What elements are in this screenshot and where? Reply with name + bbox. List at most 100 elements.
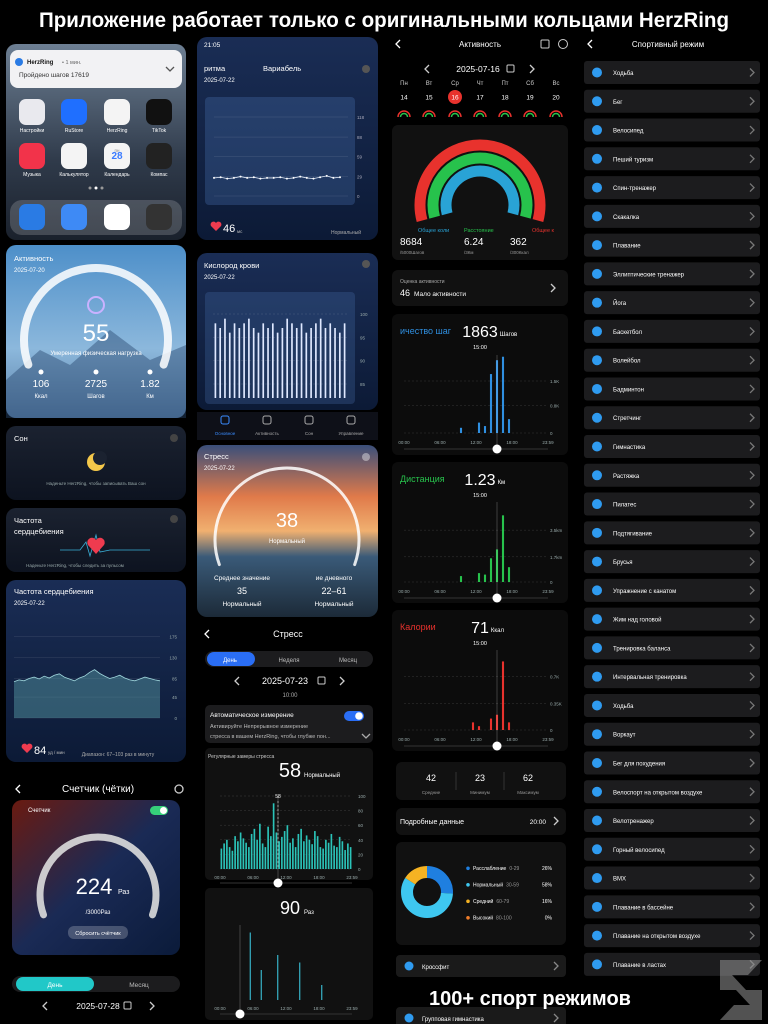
label: BMX <box>613 877 626 883</box>
bar <box>257 332 260 398</box>
mini-ring <box>397 110 411 118</box>
sport-item[interactable] <box>584 262 760 286</box>
selected-day <box>448 90 462 104</box>
label: Музыка <box>23 172 41 178</box>
sport-icon <box>592 297 602 308</box>
hrv-point <box>219 176 222 179</box>
sport-item[interactable] <box>584 435 760 459</box>
x-tick-label: 18:00 <box>313 875 325 880</box>
sport-item[interactable] <box>584 636 760 660</box>
bar <box>344 850 346 869</box>
label: Скакалка <box>613 215 640 221</box>
label: Брусья <box>613 560 633 566</box>
label: Нормальный <box>222 600 261 608</box>
sport-item[interactable] <box>584 348 760 372</box>
label: Нормальный <box>314 600 353 608</box>
sport-item[interactable] <box>584 809 760 833</box>
bar <box>253 828 256 869</box>
sport-item[interactable] <box>584 118 760 142</box>
sport-item[interactable] <box>584 463 760 487</box>
legend-range: 80-100 <box>496 916 512 922</box>
chevron <box>749 614 755 624</box>
sport-item[interactable] <box>584 319 760 343</box>
sport-icon <box>592 355 602 366</box>
sport-item[interactable] <box>584 780 760 804</box>
chevron-icon <box>362 260 370 268</box>
bar <box>501 661 505 730</box>
label: 38 <box>276 510 298 532</box>
sport-item[interactable] <box>584 952 760 976</box>
sport-icon <box>592 383 602 394</box>
app-icon <box>19 143 45 169</box>
y-tick-label: 3.5km <box>550 528 563 533</box>
sport-item[interactable] <box>584 61 760 84</box>
slider-handle <box>273 878 283 888</box>
sport-item[interactable] <box>584 578 760 602</box>
reset-button[interactable] <box>68 926 128 939</box>
sport-item[interactable] <box>584 895 760 919</box>
label: Календарь <box>104 172 130 178</box>
x-tick-label: 00:00 <box>214 1006 226 1011</box>
sport-item[interactable] <box>584 665 760 689</box>
sport-item[interactable] <box>584 204 760 228</box>
label: Ккал <box>491 628 505 634</box>
bar <box>495 714 499 730</box>
app-icon <box>104 99 130 125</box>
hrv-point <box>292 176 295 179</box>
label: 58 <box>279 760 301 782</box>
chevron <box>149 1001 155 1011</box>
label: Км <box>498 480 506 486</box>
sport-item[interactable] <box>584 722 760 746</box>
label: Настройки <box>20 127 45 134</box>
sport-item[interactable] <box>584 291 760 315</box>
sport-item[interactable] <box>584 751 760 775</box>
sport-item[interactable] <box>584 89 760 113</box>
label: Сбросить счётчик <box>75 931 121 937</box>
chevron <box>749 326 755 336</box>
y-tick-label: 0.35K <box>550 701 562 706</box>
bar <box>281 836 283 869</box>
sport-item[interactable] <box>584 924 760 948</box>
sport-item[interactable] <box>584 521 760 545</box>
label: /3Км <box>464 250 473 255</box>
calories-card <box>392 610 568 751</box>
sport-icon <box>592 470 602 481</box>
sport-item[interactable] <box>584 550 760 574</box>
day: 19 <box>526 95 534 102</box>
y-tick-label: 95 <box>360 335 366 340</box>
tab-active <box>16 977 94 991</box>
bar <box>459 427 463 433</box>
bar <box>297 833 300 869</box>
sport-item[interactable] <box>584 607 760 631</box>
details-card[interactable] <box>396 808 566 835</box>
sport-item[interactable] <box>584 837 760 861</box>
label: Бег <box>613 100 623 106</box>
sport-item[interactable] <box>584 176 760 200</box>
sport-item[interactable] <box>584 492 760 516</box>
page-dot <box>88 186 92 190</box>
sport-item[interactable] <box>584 233 760 257</box>
x-tick-label: 18:00 <box>506 737 518 742</box>
sport-item[interactable] <box>584 693 760 717</box>
sport-item[interactable] <box>584 406 760 430</box>
label: Бадминтон <box>613 387 644 393</box>
sport-item[interactable] <box>584 147 760 171</box>
label: Плавание на открытом воздухе <box>613 934 701 940</box>
mini-ring <box>399 112 409 118</box>
bar <box>214 323 217 398</box>
tab: Месяц <box>129 982 149 989</box>
bar <box>286 318 289 398</box>
bar <box>321 985 323 1000</box>
donut-segment <box>401 866 453 918</box>
sport-item[interactable] <box>584 377 760 401</box>
label: 1.82 <box>140 379 160 390</box>
chevron <box>749 643 755 653</box>
x-tick-label: 06:00 <box>247 1006 259 1011</box>
sport-item[interactable] <box>584 866 760 890</box>
sport-icon <box>592 873 602 884</box>
mini-ring <box>475 112 485 118</box>
y-tick-label: 80 <box>358 809 364 814</box>
bar <box>275 832 278 869</box>
bar <box>278 841 280 869</box>
y-tick-label: 0 <box>174 716 177 721</box>
